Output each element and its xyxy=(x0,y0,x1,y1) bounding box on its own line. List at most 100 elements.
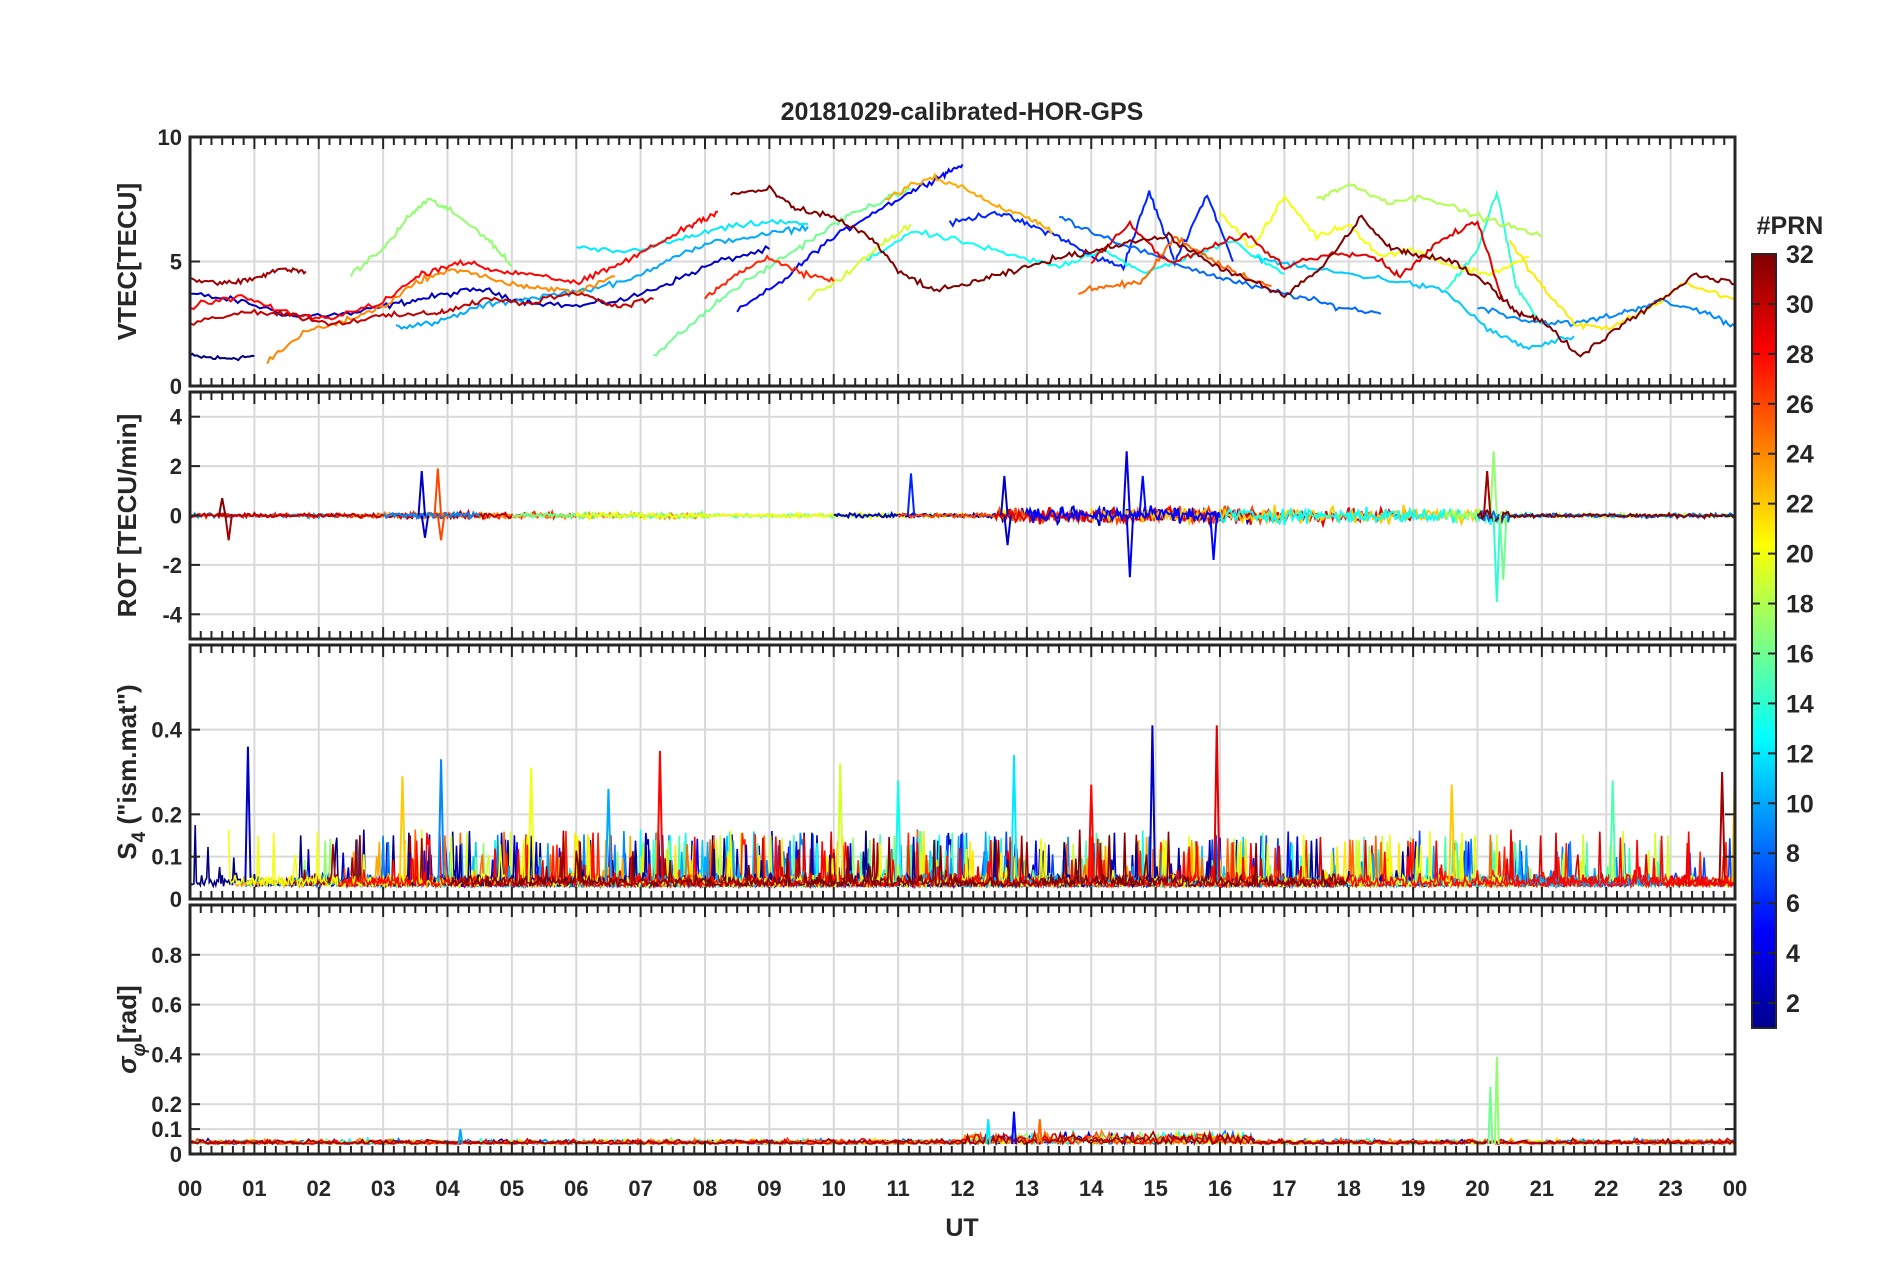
s4-spike-prn-31 xyxy=(1718,771,1726,883)
series-line-prn-12 xyxy=(576,218,809,254)
x-tick-label: 00 xyxy=(1723,1176,1747,1201)
y-tick-label: 0.4 xyxy=(151,1042,182,1067)
y-axis-label-sub: φ xyxy=(129,1043,150,1056)
s4-trace-prn-32 xyxy=(447,829,1350,889)
y-axis-label: ROT [TECU/min] xyxy=(112,414,142,618)
x-tick-label: 00 xyxy=(178,1176,202,1201)
s4-spike-prn-3 xyxy=(244,746,252,883)
y-tick-label: 10 xyxy=(158,125,182,150)
x-tick-label: 03 xyxy=(371,1176,395,1201)
rot-spike-prn-3 xyxy=(1000,475,1009,516)
s4-spike-prn-9 xyxy=(437,759,445,883)
colorbar-tick-label: 16 xyxy=(1786,640,1814,668)
sigma-spike-prn-5 xyxy=(1011,1111,1017,1145)
x-ticks xyxy=(189,905,1736,1154)
y-tick-label: 4 xyxy=(170,405,183,430)
x-tick-label: 19 xyxy=(1401,1176,1425,1201)
x-tick-label: 09 xyxy=(757,1176,781,1201)
colorbar-tick-label: 26 xyxy=(1786,391,1814,419)
x-tick-label: 11 xyxy=(886,1176,909,1201)
sigma-spike-prn-17 xyxy=(1493,1056,1500,1145)
series-line-prn-24 xyxy=(266,268,615,365)
rot-spike-prn-3 xyxy=(420,515,430,538)
series-line-prn-11 xyxy=(1251,254,1575,351)
series-line-prn-19 xyxy=(807,223,912,302)
y-tick-label: 0.6 xyxy=(151,993,182,1018)
x-tick-label: 21 xyxy=(1530,1176,1554,1201)
y-tick-labels: 0 0.1 0.2 0.4 xyxy=(151,718,1735,912)
x-tick-label: 18 xyxy=(1337,1176,1361,1201)
sigma-spike-prn-12 xyxy=(985,1119,992,1145)
x-tick-label: 05 xyxy=(500,1176,524,1201)
rot-trace-prn-32 xyxy=(1476,508,1735,524)
series-line-prn-17 xyxy=(349,197,513,277)
series-line-prn-20 xyxy=(1219,194,1530,276)
chart-title: 20181029-calibrated-HOR-GPS xyxy=(781,98,1144,126)
data-lines xyxy=(190,163,1735,365)
rot-panel: -4 -2 0 2 4 ROT [TECU/min] xyxy=(112,390,1737,641)
s4-spike-prn-12 xyxy=(1010,755,1018,883)
colorbar-tick-label: 12 xyxy=(1786,740,1814,768)
x-tick-label: 04 xyxy=(435,1176,460,1201)
series-line-prn-31 xyxy=(190,266,307,287)
colorbar-tick-label: 22 xyxy=(1786,491,1814,519)
y-axis-label-main: σ xyxy=(112,1055,142,1074)
y-tick-labels: 0 5 10 xyxy=(158,125,1735,399)
colorbar-tick-label: 2 xyxy=(1786,990,1800,1018)
axes-frame xyxy=(188,135,1737,388)
colorbar-tick-label: 14 xyxy=(1786,690,1814,718)
axes-frame xyxy=(188,903,1737,1156)
y-axis-label: VTEC[TECU] xyxy=(112,183,142,340)
x-tick-label: 02 xyxy=(307,1176,331,1201)
rot-spike-prn-31 xyxy=(1482,470,1492,516)
rot-spike-prn-31 xyxy=(224,515,233,541)
x-tick-label: 20 xyxy=(1465,1176,1489,1201)
s4-spike-prn-22 xyxy=(398,776,407,883)
rot-spike-prn-14 xyxy=(1492,515,1502,602)
s4-trace-prn-20 xyxy=(227,829,1517,890)
s4-spike-prn-15 xyxy=(1609,780,1617,883)
y-tick-label: 0.4 xyxy=(151,718,182,743)
rot-spike-prn-26 xyxy=(436,515,446,541)
x-tick-label: 14 xyxy=(1079,1176,1104,1201)
s4-spike-prn-28 xyxy=(656,750,664,883)
x-tick-label: 12 xyxy=(950,1176,974,1201)
y-tick-label: 0 xyxy=(170,1142,182,1167)
series-line-prn-10 xyxy=(395,223,809,330)
x-tick-label: 16 xyxy=(1208,1176,1232,1201)
colorbar-tick-label: 10 xyxy=(1786,790,1814,818)
colorbar-tick-label: 24 xyxy=(1786,441,1814,469)
rot-spike-prn-3 xyxy=(1003,515,1012,546)
y-tick-label: 0.2 xyxy=(151,1092,182,1117)
rot-spike-prn-17 xyxy=(1489,451,1498,516)
rot-spike-prn-5 xyxy=(1138,475,1147,516)
y-tick-label: 2 xyxy=(170,454,182,479)
x-axis-label: UT xyxy=(945,1214,978,1242)
colorbar-tick-label: 28 xyxy=(1786,341,1814,369)
x-tick-label: 01 xyxy=(242,1176,266,1201)
x-tick-label: 07 xyxy=(628,1176,652,1201)
y-tick-label: -4 xyxy=(162,602,182,627)
series-line-prn-9 xyxy=(1477,299,1735,328)
x-tick-label: 10 xyxy=(822,1176,846,1201)
series-line-prn-14 xyxy=(1445,189,1543,325)
colorbar-title: #PRN xyxy=(1757,212,1824,240)
series-line-prn-32 xyxy=(730,184,1735,358)
s4-spike-prn-28 xyxy=(1087,784,1095,883)
y-tick-label: 0 xyxy=(170,887,182,912)
x-tick-label: 15 xyxy=(1143,1176,1167,1201)
rot-spike-prn-5 xyxy=(1209,515,1218,561)
s4-spike-prn-13 xyxy=(894,780,902,883)
series-line-prn-5 xyxy=(736,163,964,313)
y-axis-label-main: S xyxy=(112,842,142,859)
colorbar-tick-label: 30 xyxy=(1786,291,1814,319)
sigma-spike-prn-10 xyxy=(457,1128,464,1145)
rot-spike-prn-26 xyxy=(433,468,443,516)
y-tick-labels: -4 -2 0 2 4 xyxy=(162,405,1735,627)
y-tick-label: 0.2 xyxy=(151,802,182,827)
sigma-spike-prn-16 xyxy=(1487,1086,1494,1145)
y-axis-label-rest: [rad] xyxy=(112,985,142,1043)
series-line-prn-16 xyxy=(653,186,911,357)
